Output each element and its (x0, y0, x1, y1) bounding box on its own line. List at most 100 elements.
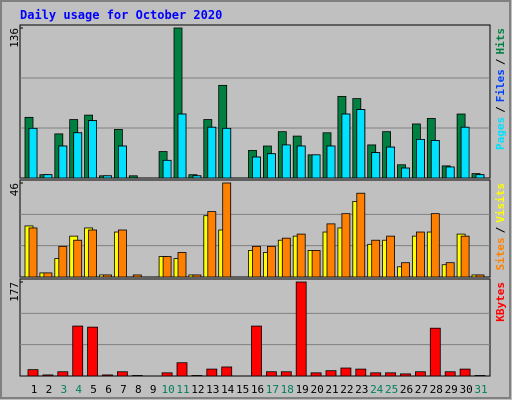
x-tick-label: 16 (251, 383, 264, 396)
bar (57, 371, 69, 377)
legend-entry: Sites (494, 237, 507, 270)
bar (325, 370, 337, 377)
x-tick-label: 24 (370, 383, 384, 396)
bar (58, 145, 68, 179)
bar (192, 175, 202, 179)
bar (401, 262, 410, 278)
bar (252, 156, 261, 179)
bar (43, 174, 53, 179)
x-tick-label: 30 (459, 383, 472, 396)
bar (161, 372, 173, 377)
bar (73, 239, 83, 278)
bar (415, 138, 425, 179)
x-tick-label: 7 (120, 383, 127, 396)
bar (162, 159, 172, 179)
bar (311, 250, 321, 278)
bar (280, 371, 292, 377)
bar (386, 146, 396, 179)
bar (251, 325, 262, 377)
bar (474, 375, 486, 377)
bar (430, 213, 440, 278)
x-tick-label: 21 (325, 383, 338, 396)
bar (117, 371, 128, 377)
bar (28, 227, 38, 278)
x-tick-label: 23 (355, 383, 368, 396)
bar (103, 274, 112, 278)
bar (460, 235, 470, 278)
y-tick-label: 136 (8, 28, 21, 48)
bar (222, 127, 232, 179)
bar (192, 274, 202, 278)
x-tick-label: 2 (46, 383, 53, 396)
bar (88, 229, 97, 278)
x-tick-label: 3 (60, 383, 67, 396)
legend-separator: / (494, 58, 507, 65)
bar (445, 262, 455, 278)
bar (177, 113, 187, 179)
bar (355, 368, 367, 377)
legend-entry: Visits (494, 183, 507, 223)
x-tick-label: 20 (310, 383, 323, 396)
bar (162, 256, 172, 278)
bar (88, 120, 97, 179)
bar (27, 369, 39, 377)
bar (131, 375, 143, 377)
bar (295, 281, 307, 377)
bar (281, 237, 291, 278)
bar (415, 231, 425, 278)
bar (296, 233, 306, 278)
bar (429, 327, 441, 377)
bar (28, 127, 38, 179)
legend-separator: / (494, 226, 507, 233)
bar (265, 371, 277, 377)
x-tick-label: 15 (236, 383, 249, 396)
bar (311, 154, 321, 179)
chart-title: Daily usage for October 2020 (20, 8, 222, 22)
bar (401, 167, 410, 179)
x-tick-label: 10 (161, 383, 174, 396)
bar (341, 113, 351, 179)
x-tick-label: 5 (90, 383, 97, 396)
x-tick-label: 13 (206, 383, 219, 396)
bar (43, 272, 53, 278)
bar (414, 371, 426, 377)
x-tick-label: 11 (176, 383, 189, 396)
y-tick-label: 177 (8, 282, 21, 302)
bar (370, 372, 382, 377)
bar (177, 252, 187, 278)
x-tick-label: 18 (281, 383, 294, 396)
bar (73, 132, 83, 179)
x-tick-label: 25 (385, 383, 398, 396)
bar (310, 372, 322, 377)
bar (340, 367, 352, 377)
bar (206, 368, 218, 377)
bar (102, 374, 113, 377)
bar (430, 140, 440, 179)
x-tick-label: 27 (415, 383, 428, 396)
bar (103, 175, 112, 179)
y-tick-label: 46 (8, 183, 21, 196)
bar (222, 182, 232, 278)
x-tick-label: 17 (266, 383, 279, 396)
bar (326, 145, 336, 179)
bar (371, 152, 381, 179)
bar (132, 274, 142, 278)
x-tick-label: 1 (31, 383, 38, 396)
x-tick-label: 9 (150, 383, 157, 396)
bar (475, 274, 485, 278)
legend: KBytes (494, 282, 507, 322)
bar (444, 371, 456, 377)
bar (118, 229, 127, 278)
bar (58, 245, 68, 278)
bar (87, 326, 98, 377)
bar (475, 174, 485, 179)
bar (385, 372, 397, 377)
bar (207, 211, 217, 278)
bar (326, 223, 336, 278)
bar (459, 368, 471, 377)
bar (118, 145, 127, 179)
x-tick-label: 22 (340, 383, 353, 396)
legend-separator: / (494, 106, 507, 113)
